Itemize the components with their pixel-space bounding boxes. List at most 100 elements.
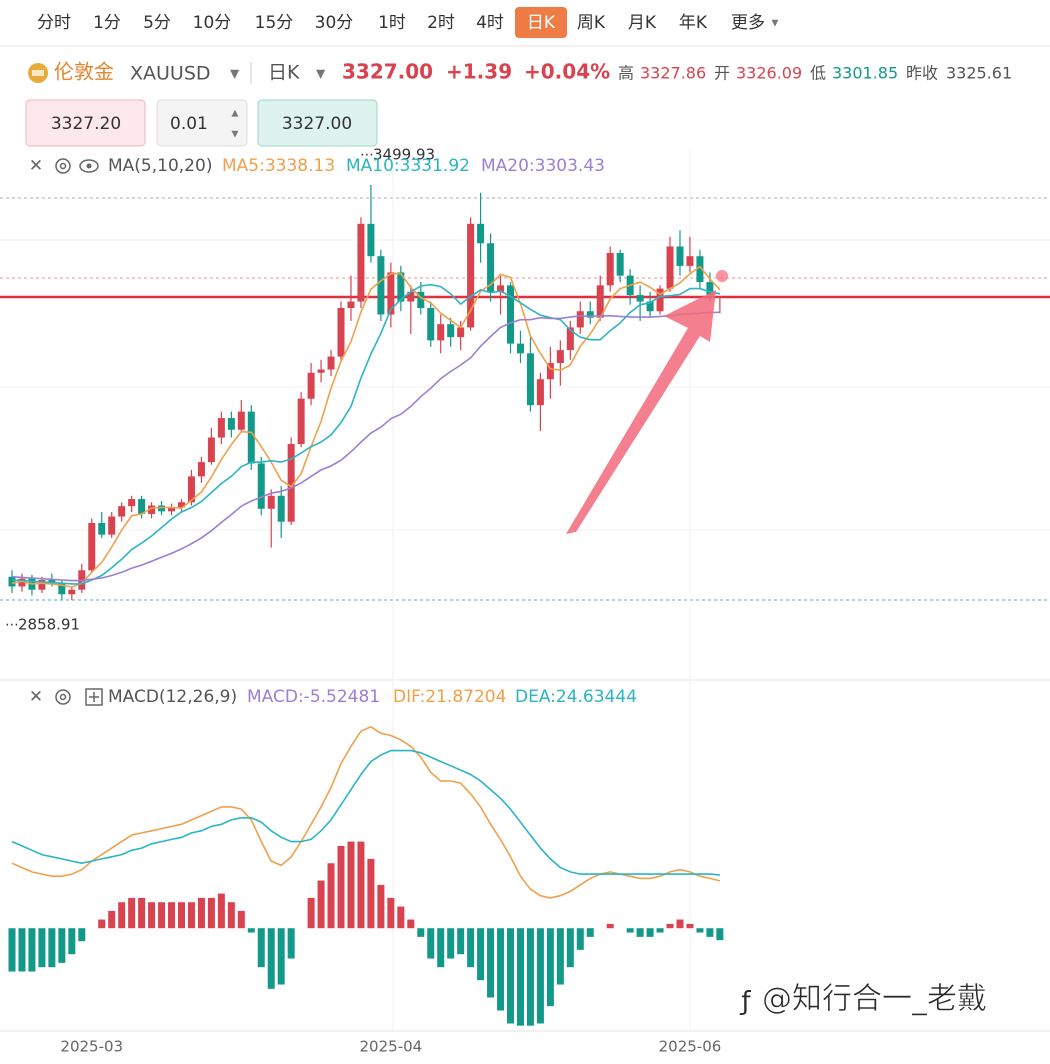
macd-bar [467, 928, 475, 968]
period-tab[interactable]: 30分 [315, 13, 354, 33]
period-tab[interactable]: 1分 [93, 13, 121, 33]
macd-bar [197, 897, 205, 929]
candle-body [197, 462, 205, 477]
period-tab[interactable]: 15分 [255, 13, 294, 33]
arrow [566, 290, 716, 534]
macd-bar [706, 928, 714, 937]
close-icon[interactable]: ✕ [29, 687, 43, 707]
candle-body [387, 272, 395, 315]
candle-body [576, 311, 584, 328]
settings-icon[interactable] [55, 158, 71, 174]
candle-body [138, 499, 146, 514]
symbol-name[interactable]: 伦敦金 [54, 60, 114, 84]
macd-bar [158, 902, 166, 929]
annotation-dots: ⋯ [360, 147, 374, 163]
add-icon[interactable] [85, 688, 103, 706]
candle-body [666, 246, 674, 289]
bid-price[interactable]: 3327.20 [51, 114, 121, 134]
candle-body [407, 291, 415, 302]
indicator-name: MA(5,10,20) [108, 156, 212, 176]
period-tab[interactable]: 更多 [731, 13, 765, 33]
macd-bar [576, 928, 584, 950]
period-tab[interactable]: 1时 [378, 13, 406, 33]
candle-body [417, 291, 425, 309]
x-tick-label: 2025-04 [360, 1038, 423, 1056]
dropdown-caret[interactable]: ▼ [230, 67, 240, 81]
more-caret[interactable]: ▼ [772, 19, 779, 29]
ma-line [11, 283, 721, 585]
candle-body [317, 369, 325, 373]
period[interactable]: 日K [268, 62, 300, 84]
macd-bar [497, 928, 505, 1011]
candle-body [8, 576, 16, 587]
candle-body [307, 372, 315, 399]
stat-value: 3327.86 [640, 64, 706, 83]
period-tab[interactable]: 月K [628, 13, 657, 33]
legend-entry: DEA:24.63444 [515, 687, 637, 707]
change-percent: +0.04% [524, 60, 610, 84]
candle-body [287, 443, 295, 522]
candle-body [277, 495, 285, 522]
macd-bar [237, 910, 245, 929]
macd-bar [267, 928, 275, 989]
ask-button[interactable] [257, 99, 378, 147]
eye-icon[interactable] [79, 159, 99, 173]
macd-bar [656, 928, 664, 933]
candle-body [217, 418, 225, 438]
candle-body [507, 285, 514, 344]
period-tab[interactable]: 年K [679, 13, 708, 33]
candle-body [646, 301, 654, 312]
indicator-name: MACD(12,26,9) [108, 687, 237, 707]
period-tab[interactable]: 10分 [193, 13, 232, 33]
spin-up[interactable]: ▲ [232, 109, 239, 119]
candle-body [247, 411, 255, 464]
price: 3327.00 [342, 60, 433, 84]
stat-label: 高 [618, 64, 634, 83]
macd-bar [676, 919, 684, 929]
period-tab[interactable]: 日K [527, 13, 556, 33]
macd-bar [347, 841, 355, 929]
macd-bar [317, 880, 325, 929]
lots-value[interactable]: 0.01 [170, 114, 208, 134]
stat-value: 3301.85 [832, 64, 898, 83]
candle-body [98, 523, 106, 535]
macd-bar [217, 893, 225, 929]
settings-icon[interactable] [55, 689, 71, 705]
macd-bar [38, 928, 46, 968]
candle-body [556, 350, 564, 364]
candle-body [686, 256, 694, 266]
period-tab[interactable]: 5分 [143, 13, 171, 33]
macd-bar [377, 884, 385, 929]
bid-button[interactable] [25, 99, 146, 147]
legend-entry: MA5:3338.13 [222, 156, 335, 176]
close-icon[interactable]: ✕ [29, 156, 43, 176]
symbol-code[interactable]: XAUUSD [130, 63, 211, 85]
candle-body [596, 285, 604, 318]
ma-line [11, 311, 720, 582]
change: +1.39 [446, 60, 512, 84]
plot-area [8, 185, 724, 1026]
candle-body [487, 243, 495, 292]
ask-price[interactable]: 3327.00 [282, 114, 352, 134]
macd-bar [586, 928, 594, 937]
spin-down[interactable]: ▼ [232, 130, 239, 140]
macd-bar [58, 928, 66, 963]
period-tab[interactable]: 分时 [37, 13, 71, 33]
lots-input[interactable] [156, 99, 248, 147]
candle-body [526, 353, 534, 406]
active-tab[interactable] [515, 7, 567, 38]
macd-bar [696, 928, 704, 933]
candle-body [168, 507, 176, 512]
candle-body [636, 295, 644, 302]
settings-icon-core [59, 693, 67, 701]
dropdown-caret[interactable]: ▼ [316, 67, 326, 81]
period-tab[interactable]: 4时 [476, 13, 504, 33]
stat-label: 低 [810, 64, 826, 83]
macd-bar [566, 928, 574, 968]
period-tab[interactable]: 周K [577, 13, 606, 33]
candle-body [187, 476, 195, 503]
macd-bar [507, 928, 514, 1024]
period-tab[interactable]: 2时 [427, 13, 455, 33]
macd-bar [78, 928, 86, 942]
candle-body [18, 578, 26, 587]
